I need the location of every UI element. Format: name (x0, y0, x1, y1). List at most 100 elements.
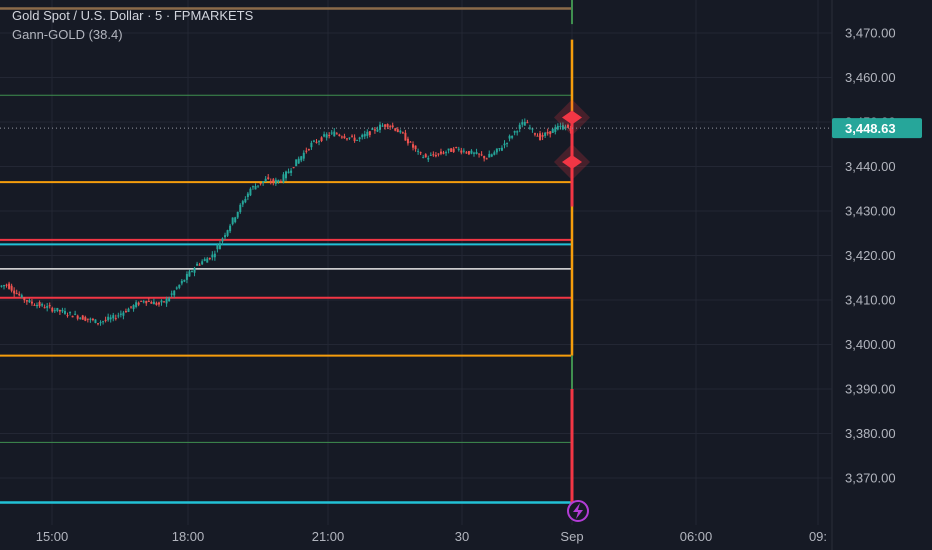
candle-body (389, 126, 392, 128)
candle-body (173, 290, 176, 296)
candle-body (81, 315, 84, 320)
candle-body (206, 258, 209, 263)
candle-body (191, 271, 193, 273)
y-tick-label: 3,440.00 (845, 159, 896, 174)
candle-body (396, 129, 399, 133)
candle-body (63, 311, 66, 314)
y-tick-label: 3,370.00 (845, 471, 896, 486)
candle-body (470, 150, 473, 154)
y-tick-label: 3,390.00 (845, 382, 896, 397)
candle-body (66, 315, 69, 317)
candle-body (523, 121, 526, 126)
candle-body (274, 179, 277, 184)
candle-body (86, 318, 89, 320)
candle-body (226, 230, 229, 236)
candle-body (145, 300, 148, 304)
candle-body (142, 301, 145, 303)
candle-body (325, 134, 328, 138)
candle-body (287, 171, 290, 174)
candle-body (239, 204, 242, 213)
candle-body (528, 127, 531, 129)
candle-body (526, 122, 529, 124)
candle-body (554, 127, 557, 132)
candle-body (333, 131, 336, 137)
candle-body (424, 154, 427, 158)
candle-body (140, 300, 143, 302)
y-tick-label: 3,420.00 (845, 248, 896, 263)
candle-body (147, 300, 150, 302)
candle-body (455, 147, 458, 149)
candle-body (168, 297, 171, 302)
candle-body (155, 302, 158, 305)
candle-body (3, 285, 5, 287)
candle-body (391, 125, 394, 128)
candle-body (305, 150, 308, 152)
candle-body (33, 304, 36, 306)
candle-body (544, 132, 547, 136)
candle-body (439, 151, 442, 154)
candle-body (368, 131, 371, 136)
y-tick-label: 3,430.00 (845, 204, 896, 219)
candle-body (328, 135, 331, 137)
candle-body (41, 304, 44, 306)
markers (554, 99, 590, 522)
candle-body (490, 154, 493, 157)
candle-body (152, 301, 155, 305)
candle-body (536, 135, 539, 137)
current-price-text: 3,448.63 (845, 121, 896, 136)
candle-body (422, 156, 425, 158)
candle-body (279, 181, 282, 183)
candle-body (442, 152, 445, 154)
gann-levels (0, 7, 571, 504)
candle-body (409, 141, 412, 143)
candle-body (531, 128, 534, 130)
candle-body (269, 181, 272, 183)
candle-body (511, 136, 514, 138)
candle-body (13, 290, 16, 294)
candle-body (104, 319, 107, 321)
candle-body (56, 307, 59, 311)
x-tick-label: 30 (455, 529, 469, 544)
candle-body (107, 316, 110, 321)
diamond-marker (562, 110, 582, 125)
candle-body (559, 125, 562, 127)
grid (0, 0, 833, 550)
candle-body (295, 159, 298, 167)
candle-body (249, 188, 252, 196)
candle-body (493, 152, 496, 155)
candle-body (488, 153, 491, 158)
candle-body (518, 124, 521, 129)
candle-body (234, 217, 237, 223)
candle-body (419, 152, 422, 154)
candle-body (315, 141, 318, 143)
candle-body (475, 152, 478, 155)
candle-body (318, 141, 321, 143)
candle-body (74, 313, 77, 315)
candle-body (381, 125, 384, 127)
candle-body (130, 306, 133, 308)
candle-body (157, 302, 160, 305)
candle-body (406, 138, 409, 144)
candle-body (109, 317, 112, 320)
candle-body (175, 287, 178, 289)
candle-body (251, 186, 254, 188)
candle-body (330, 132, 333, 134)
candle-body (343, 136, 346, 139)
candle-body (447, 148, 450, 151)
candle-body (0, 285, 3, 287)
candle-body (61, 309, 64, 312)
candles (0, 118, 572, 326)
y-tick-label: 3,400.00 (845, 337, 896, 352)
candle-body (450, 148, 453, 152)
candle-body (462, 150, 465, 152)
diamond-marker (562, 155, 582, 170)
candle-body (485, 158, 488, 160)
candle-body (401, 132, 404, 134)
candle-body (376, 129, 379, 132)
candle-body (549, 131, 552, 135)
candle-body (546, 131, 549, 134)
candle-body (262, 181, 265, 184)
lightning-bolt-icon (573, 503, 583, 519)
candle-body (160, 300, 163, 303)
